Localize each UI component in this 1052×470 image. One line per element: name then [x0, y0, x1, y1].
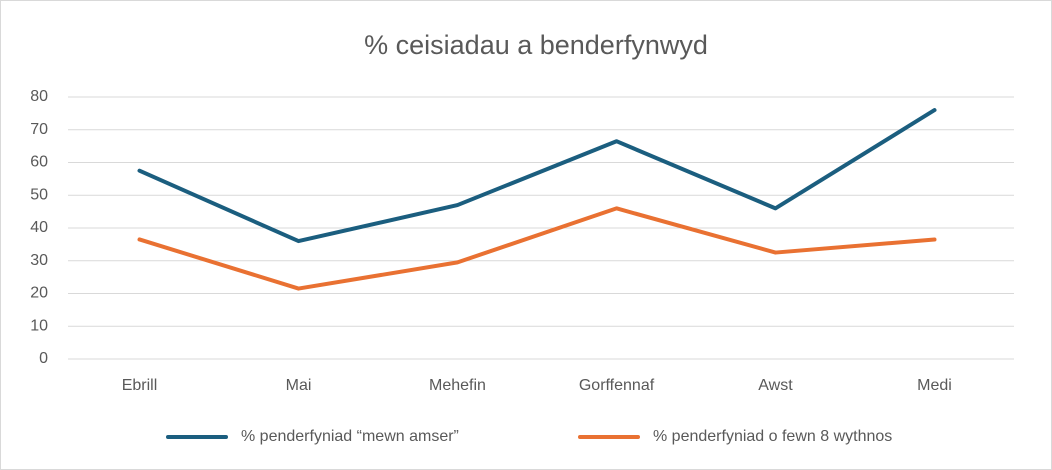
x-tick-label: Mehefin	[429, 377, 486, 394]
x-tick-label: Medi	[917, 377, 952, 394]
y-tick-label: 60	[30, 154, 48, 171]
chart-title: % ceisiadau a benderfynwyd	[364, 30, 708, 60]
data-line	[137, 108, 937, 244]
x-tick-label: Ebrill	[122, 377, 158, 394]
y-tick-label: 30	[30, 252, 48, 269]
y-tick-label: 80	[30, 88, 48, 105]
y-tick-label: 70	[30, 121, 48, 138]
legend-label: % penderfyniad o fewn 8 wythnos	[653, 428, 892, 445]
y-tick-label: 0	[39, 350, 48, 367]
y-tick-label: 20	[30, 285, 48, 302]
x-tick-label: Mai	[286, 377, 312, 394]
legend-label: % penderfyniad “mewn amser”	[241, 428, 459, 445]
x-tick-label: Awst	[758, 377, 793, 394]
y-tick-label: 50	[30, 186, 48, 203]
data-line	[137, 206, 937, 291]
x-tick-label: Gorffennaf	[579, 377, 655, 394]
y-tick-label: 40	[30, 219, 48, 236]
y-tick-label: 10	[30, 317, 48, 334]
